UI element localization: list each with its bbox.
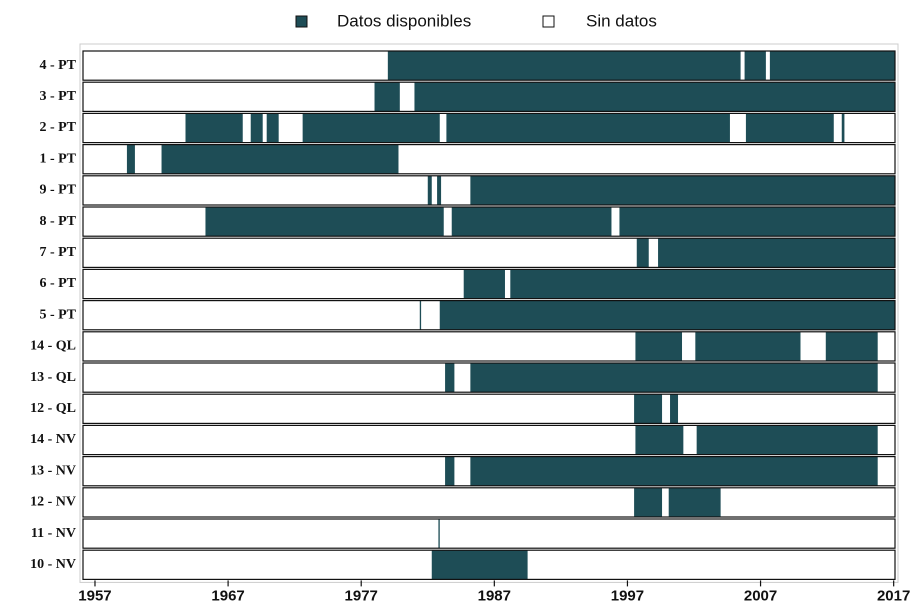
data-interval xyxy=(419,300,422,330)
data-interval xyxy=(302,113,440,143)
legend-swatch xyxy=(295,15,308,28)
data-interval xyxy=(634,394,663,424)
data-interval xyxy=(414,82,895,112)
x-tick-label: 1967 xyxy=(211,587,244,604)
row-border xyxy=(82,268,896,300)
data-interval xyxy=(510,269,895,299)
row-label: 9 - PT xyxy=(39,183,76,198)
row-label: 8 - PT xyxy=(39,214,76,229)
row-border xyxy=(82,362,896,393)
row-border xyxy=(82,393,896,425)
data-interval xyxy=(470,456,878,486)
x-tick-label: 1987 xyxy=(478,587,511,604)
data-interval xyxy=(695,331,801,361)
data-interval xyxy=(463,269,505,299)
x-tick-label: 2007 xyxy=(744,587,777,604)
row-border xyxy=(82,549,896,581)
legend-label: Datos disponibles xyxy=(337,11,471,30)
row-border xyxy=(82,206,896,237)
data-interval xyxy=(438,519,440,549)
row-label: 6 - PT xyxy=(39,276,76,291)
row-label: 3 - PT xyxy=(39,89,76,104)
row-label: 12 - NV xyxy=(30,495,76,510)
data-interval xyxy=(250,113,263,143)
data-interval xyxy=(161,144,399,174)
data-interval xyxy=(374,82,400,112)
x-tick-label: 1957 xyxy=(78,587,111,604)
row-border xyxy=(82,456,896,487)
data-interval xyxy=(437,175,442,205)
x-tick-label: 1977 xyxy=(345,587,378,604)
data-interval xyxy=(635,331,683,361)
data-interval xyxy=(445,363,455,393)
row-border xyxy=(82,518,896,549)
row-border xyxy=(82,487,896,518)
row-border xyxy=(82,237,896,268)
data-interval xyxy=(126,144,135,174)
row-border xyxy=(82,50,896,81)
data-interval xyxy=(446,113,730,143)
row-label: 4 - PT xyxy=(39,58,76,73)
legend-label: Sin datos xyxy=(586,11,657,30)
plot-frame xyxy=(79,43,899,583)
data-interval xyxy=(635,425,684,455)
data-interval xyxy=(744,51,766,81)
data-interval xyxy=(387,51,741,81)
data-interval xyxy=(439,300,895,330)
data-interval xyxy=(658,238,895,268)
data-interval xyxy=(470,363,878,393)
row-label: 5 - PT xyxy=(39,307,76,322)
x-tick-label: 2017 xyxy=(877,587,910,604)
row-label: 14 - NV xyxy=(30,432,76,447)
row-border xyxy=(82,300,896,331)
data-interval xyxy=(185,113,243,143)
row-label: 11 - NV xyxy=(31,526,76,541)
row-border xyxy=(82,331,896,362)
data-interval xyxy=(634,487,663,517)
row-label: 10 - NV xyxy=(30,557,76,572)
row-background xyxy=(83,487,895,517)
row-label: 13 - NV xyxy=(30,463,76,478)
row-border xyxy=(82,81,896,112)
data-interval xyxy=(205,207,444,237)
data-interval xyxy=(670,394,679,424)
data-interval xyxy=(470,175,895,205)
data-interval xyxy=(825,331,878,361)
data-interval xyxy=(451,207,612,237)
data-interval xyxy=(841,113,845,143)
data-interval xyxy=(696,425,878,455)
data-interval xyxy=(427,175,432,205)
row-label: 12 - QL xyxy=(30,401,76,416)
row-label: 1 - PT xyxy=(39,151,76,166)
data-interval xyxy=(745,113,834,143)
row-label: 7 - PT xyxy=(39,245,76,260)
row-background xyxy=(83,394,895,424)
row-label: 2 - PT xyxy=(39,120,76,135)
row-border xyxy=(82,112,896,144)
row-border xyxy=(82,424,896,456)
data-interval xyxy=(431,550,528,580)
row-border xyxy=(82,144,896,175)
data-interval xyxy=(445,456,455,486)
row-label: 13 - QL xyxy=(30,370,76,385)
data-interval xyxy=(636,238,649,268)
data-interval xyxy=(769,51,895,81)
data-interval xyxy=(266,113,279,143)
data-interval xyxy=(668,487,721,517)
row-border xyxy=(82,175,896,206)
data-interval xyxy=(619,207,895,237)
row-label: 14 - QL xyxy=(30,339,76,354)
legend-swatch xyxy=(542,15,555,28)
x-tick-label: 1997 xyxy=(611,587,644,604)
row-background xyxy=(83,519,895,549)
